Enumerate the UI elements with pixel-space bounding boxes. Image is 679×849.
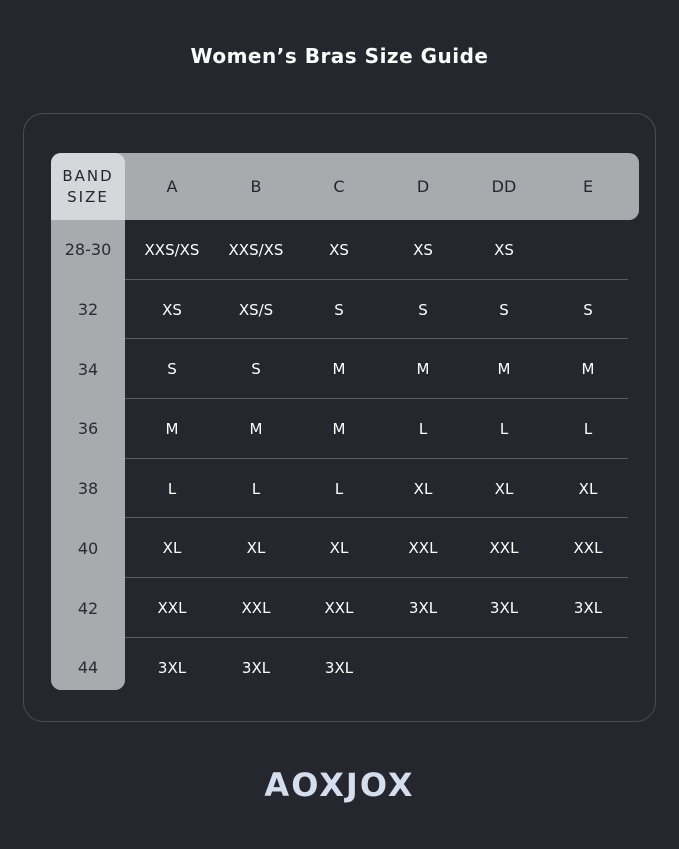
- size-cell: XXS/XS: [144, 240, 200, 259]
- cup-header-dd: DD: [491, 177, 517, 196]
- size-cell: XL: [578, 479, 598, 498]
- size-cell: L: [499, 419, 509, 438]
- size-cell: M: [249, 419, 263, 438]
- size-cell: L: [251, 479, 261, 498]
- size-cell: L: [418, 419, 428, 438]
- size-cell: M: [332, 360, 346, 379]
- size-cell: [546, 638, 630, 698]
- size-cell: M: [165, 419, 179, 438]
- band-size: 28-30: [64, 240, 112, 260]
- size-cell: 3XL: [324, 658, 354, 677]
- table-row: 32 XS XS/S S S S S: [51, 280, 628, 340]
- size-cell: M: [416, 360, 430, 379]
- size-cell: S: [499, 300, 509, 319]
- cup-header-e: E: [582, 177, 594, 196]
- table-row: 36 M M M L L L: [51, 399, 628, 459]
- band-size: 36: [77, 419, 99, 439]
- size-cell: XL: [413, 479, 433, 498]
- size-cell: L: [583, 419, 593, 438]
- size-cell: S: [583, 300, 593, 319]
- cup-header-b: B: [250, 177, 262, 196]
- page-title: Women’s Bras Size Guide: [190, 44, 489, 68]
- size-cell: XL: [329, 539, 349, 558]
- size-cell: XL: [494, 479, 514, 498]
- brand-logo: AOXJOX: [264, 766, 415, 804]
- size-cell: [546, 220, 630, 280]
- row-divider: [125, 636, 628, 638]
- size-cell: XXL: [157, 599, 187, 618]
- size-cell: L: [334, 479, 344, 498]
- size-cell: L: [167, 479, 177, 498]
- size-cell: M: [581, 360, 595, 379]
- size-cell: S: [251, 360, 261, 379]
- size-cell: 3XL: [157, 658, 187, 677]
- size-cell: M: [497, 360, 511, 379]
- size-cell: S: [418, 300, 428, 319]
- cup-header-row: [51, 153, 639, 220]
- size-cell: XXL: [408, 539, 438, 558]
- band-size: 42: [77, 598, 99, 618]
- size-cell: XS: [329, 240, 349, 259]
- size-cell: XL: [246, 539, 266, 558]
- size-cell: S: [167, 360, 177, 379]
- size-cell: XXL: [573, 539, 603, 558]
- size-cell: 3XL: [408, 599, 438, 618]
- cup-header-a: A: [166, 177, 178, 196]
- band-size: 32: [77, 300, 99, 320]
- size-cell: XS: [413, 240, 433, 259]
- band-size: 40: [77, 538, 99, 558]
- band-header-line1: BAND: [62, 167, 114, 185]
- band-size: 44: [77, 658, 99, 678]
- row-divider: [125, 457, 628, 459]
- row-divider: [125, 517, 628, 519]
- size-cell: M: [332, 419, 346, 438]
- band-header-line2: SIZE: [67, 188, 109, 206]
- table-row: 38 L L L XL XL XL: [51, 459, 628, 519]
- size-cell: XXS/XS: [228, 240, 284, 259]
- size-cell: [381, 638, 465, 698]
- size-cell: 3XL: [489, 599, 519, 618]
- size-cell: XS: [494, 240, 514, 259]
- cup-header-c: C: [333, 177, 345, 196]
- table-row: 40 XL XL XL XXL XXL XXL: [51, 519, 628, 579]
- row-divider: [125, 398, 628, 400]
- size-cell: [462, 638, 546, 698]
- row-divider: [125, 338, 628, 340]
- size-cell: XS: [162, 300, 182, 319]
- band-size: 38: [77, 479, 99, 499]
- cup-header-d: D: [416, 177, 430, 196]
- size-cell: XL: [162, 539, 182, 558]
- row-divider: [125, 278, 628, 280]
- table-row: 28-30 XXS/XS XXS/XS XS XS XS: [51, 220, 628, 280]
- size-cell: S: [334, 300, 344, 319]
- size-cell: XXL: [324, 599, 354, 618]
- size-table-card: [23, 113, 656, 722]
- band-size-header: BAND SIZE: [51, 153, 125, 220]
- band-size: 34: [77, 359, 99, 379]
- band-column: [51, 153, 125, 690]
- size-cell: XXL: [489, 539, 519, 558]
- row-divider: [125, 577, 628, 579]
- table-row: 44 3XL 3XL 3XL: [51, 638, 628, 698]
- size-cell: XXL: [241, 599, 271, 618]
- table-row: 34 S S M M M M: [51, 339, 628, 400]
- size-cell: 3XL: [241, 658, 271, 677]
- table-row: 42 XXL XXL XXL 3XL 3XL 3XL: [51, 578, 628, 638]
- size-cell: 3XL: [573, 599, 603, 618]
- size-cell: XS/S: [238, 300, 274, 319]
